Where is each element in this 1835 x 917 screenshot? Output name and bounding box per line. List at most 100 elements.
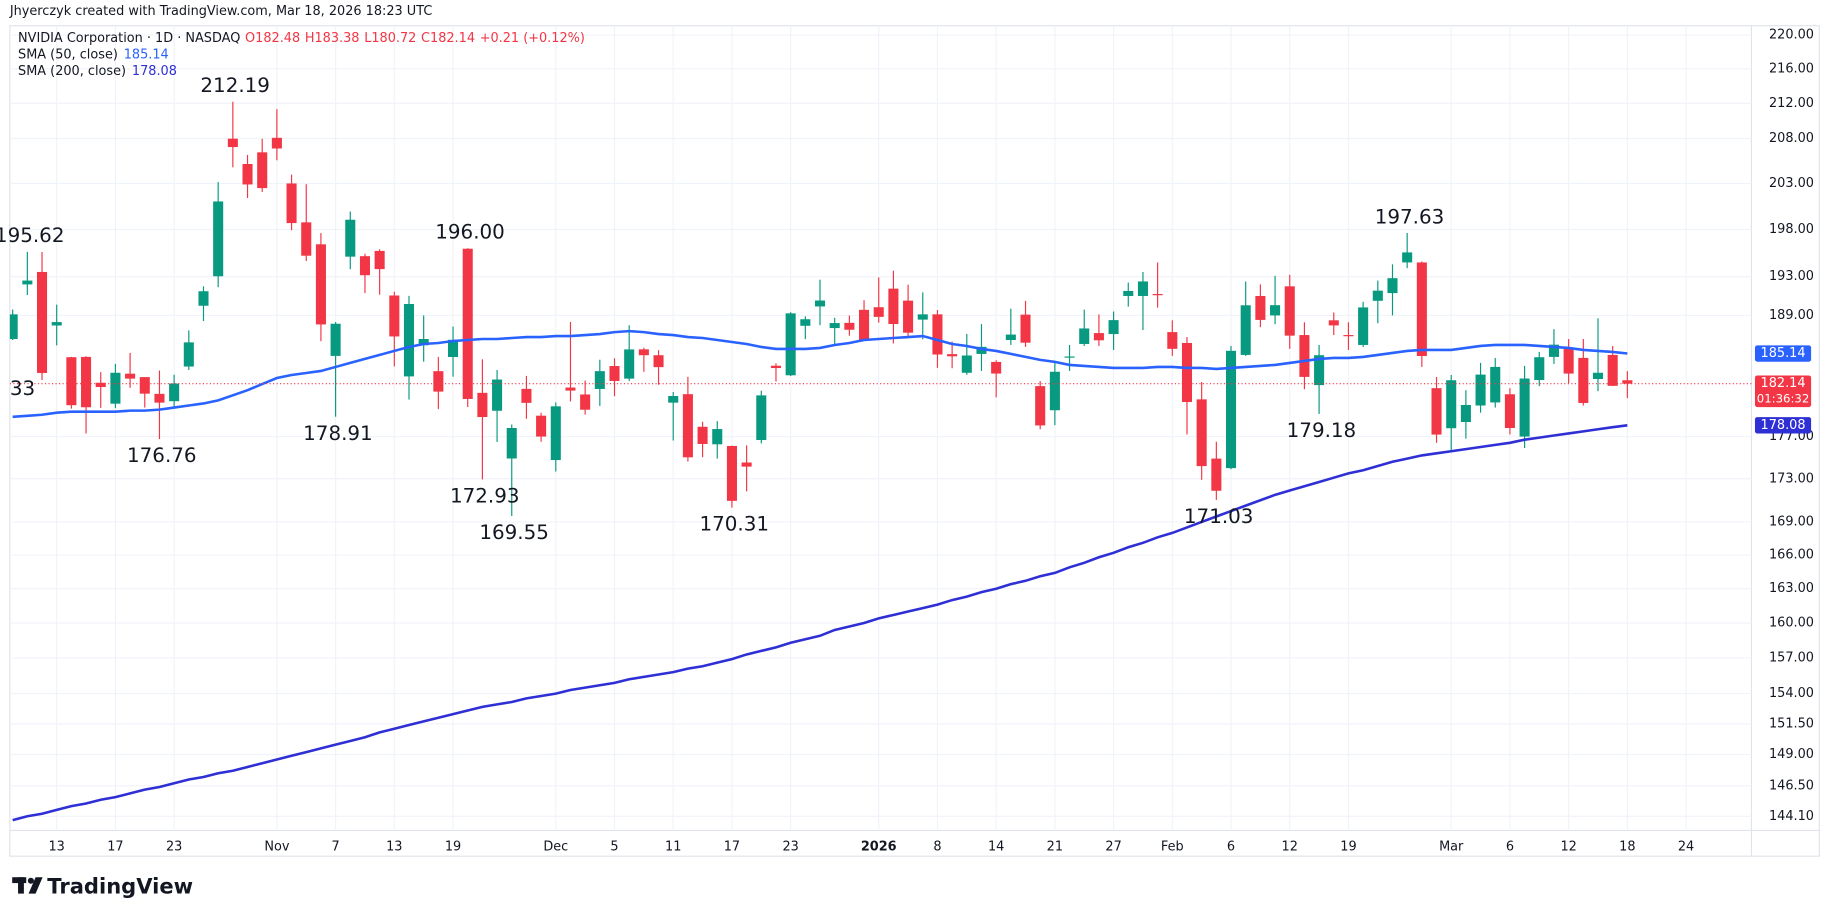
x-tick-label: 23: [782, 839, 798, 854]
logo-dot: [27, 877, 34, 884]
candle-body: [330, 323, 341, 356]
ohlc-low: L180.72: [364, 31, 416, 46]
candle-body: [814, 300, 826, 307]
candle-body: [1328, 320, 1339, 326]
x-tick-label: 18: [1619, 839, 1635, 854]
candle-body: [1137, 281, 1148, 296]
candle-body: [1343, 335, 1354, 337]
y-tick-label: 212.00: [1769, 96, 1814, 111]
price-badge-label: 185.14: [1761, 346, 1806, 361]
legend-name: SMA (200, close): [18, 64, 126, 79]
x-tick-label: 19: [445, 839, 461, 854]
candle-body: [785, 313, 796, 376]
candle-body: [712, 429, 723, 445]
legend-entry: SMA (200, close) 178.08: [18, 64, 177, 79]
x-tick-label: 12: [1560, 839, 1576, 854]
annotation: 176.76: [127, 444, 197, 467]
candle-body: [492, 379, 503, 411]
ohlc-high: H183.38: [305, 31, 360, 46]
grid: [9, 25, 1752, 831]
candle-body: [638, 349, 649, 356]
candle-body: [1049, 371, 1060, 411]
x-tick-label: 2026: [861, 839, 897, 854]
y-tick-label: 149.00: [1769, 747, 1814, 762]
candle-body: [888, 288, 899, 325]
candle-body: [947, 354, 958, 357]
annotation: 196.00: [435, 221, 505, 244]
price-badge: [1754, 375, 1812, 408]
candle-body: [609, 366, 620, 381]
brand: TradingView: [47, 874, 193, 899]
candle-body: [1314, 355, 1325, 386]
candle-body: [315, 244, 326, 325]
legend-value: 178.08: [132, 64, 177, 79]
candle-body: [1196, 399, 1207, 467]
candle-body: [66, 357, 77, 406]
candle-body: [1578, 357, 1589, 403]
annotation: 195.62: [0, 224, 64, 247]
candle-body: [1490, 366, 1501, 403]
candle-body: [536, 415, 547, 437]
candle-body: [1534, 357, 1545, 381]
annotation: 171.03: [1184, 505, 1254, 528]
candle-body: [1622, 380, 1633, 384]
candle-body: [1152, 294, 1163, 296]
countdown: 01:36:32: [1757, 391, 1810, 405]
price-badge: [1754, 417, 1812, 434]
candle-body: [756, 395, 767, 440]
y-tick-label: 208.00: [1769, 131, 1814, 146]
y-tick-label: 216.00: [1769, 61, 1814, 76]
y-tick-label: 160.00: [1769, 616, 1814, 631]
candle-body: [125, 373, 136, 379]
candle-body: [1108, 320, 1119, 335]
x-tick-label: 8: [933, 839, 941, 854]
candle-body: [477, 392, 488, 418]
candle-body: [1416, 262, 1427, 357]
candle-body: [1563, 348, 1574, 374]
x-tick-label: 23: [166, 839, 182, 854]
candle-body: [183, 342, 194, 367]
candle-body: [726, 445, 737, 501]
candle-body: [1358, 307, 1369, 345]
candle-body: [1299, 335, 1310, 377]
candle-body: [286, 183, 297, 224]
legend-value: 185.14: [124, 47, 169, 62]
candle-body: [81, 356, 92, 408]
y-tick-label: 151.50: [1769, 716, 1814, 731]
sma-line: [12, 424, 1628, 822]
candle-body: [359, 256, 370, 276]
candle-body: [976, 346, 987, 354]
candle-body: [1093, 333, 1104, 341]
candle-body: [1035, 386, 1046, 426]
legend-symbol: NVIDIA Corporation · 1D · NASDAQ O182.48 H…: [18, 31, 585, 46]
x-tick-label: Feb: [1161, 839, 1184, 854]
y-tick-label: 146.50: [1769, 778, 1814, 793]
y-tick-label: 198.00: [1769, 222, 1814, 237]
candle-body: [770, 365, 782, 369]
candle-body: [653, 355, 664, 368]
x-tick-label: 17: [724, 839, 740, 854]
candle-body: [1607, 354, 1618, 386]
annotation: 197.63: [1375, 205, 1445, 228]
y-tick-label: 203.00: [1769, 176, 1814, 191]
candle-body: [154, 393, 165, 403]
candle-body: [580, 394, 591, 410]
x-tick-label: Dec: [543, 839, 568, 854]
candle-body: [1519, 378, 1530, 437]
candle-body: [829, 323, 840, 329]
candle-body: [301, 222, 312, 256]
candle-body: [624, 349, 635, 379]
candle-body: [418, 339, 429, 346]
candle-body: [668, 395, 679, 403]
candle-body: [932, 314, 943, 355]
ohlc-change: +0.21 (+0.12%): [480, 31, 585, 46]
price-badge: [1754, 345, 1812, 362]
candle-body: [859, 309, 870, 341]
legend-entry: SMA (50, close) 185.14: [18, 47, 169, 62]
candle-body: [1402, 252, 1413, 263]
annotation: 212.19: [200, 74, 270, 97]
candle-body: [903, 300, 914, 333]
price-badge-label: 178.08: [1761, 418, 1806, 433]
candle-body: [95, 382, 106, 388]
